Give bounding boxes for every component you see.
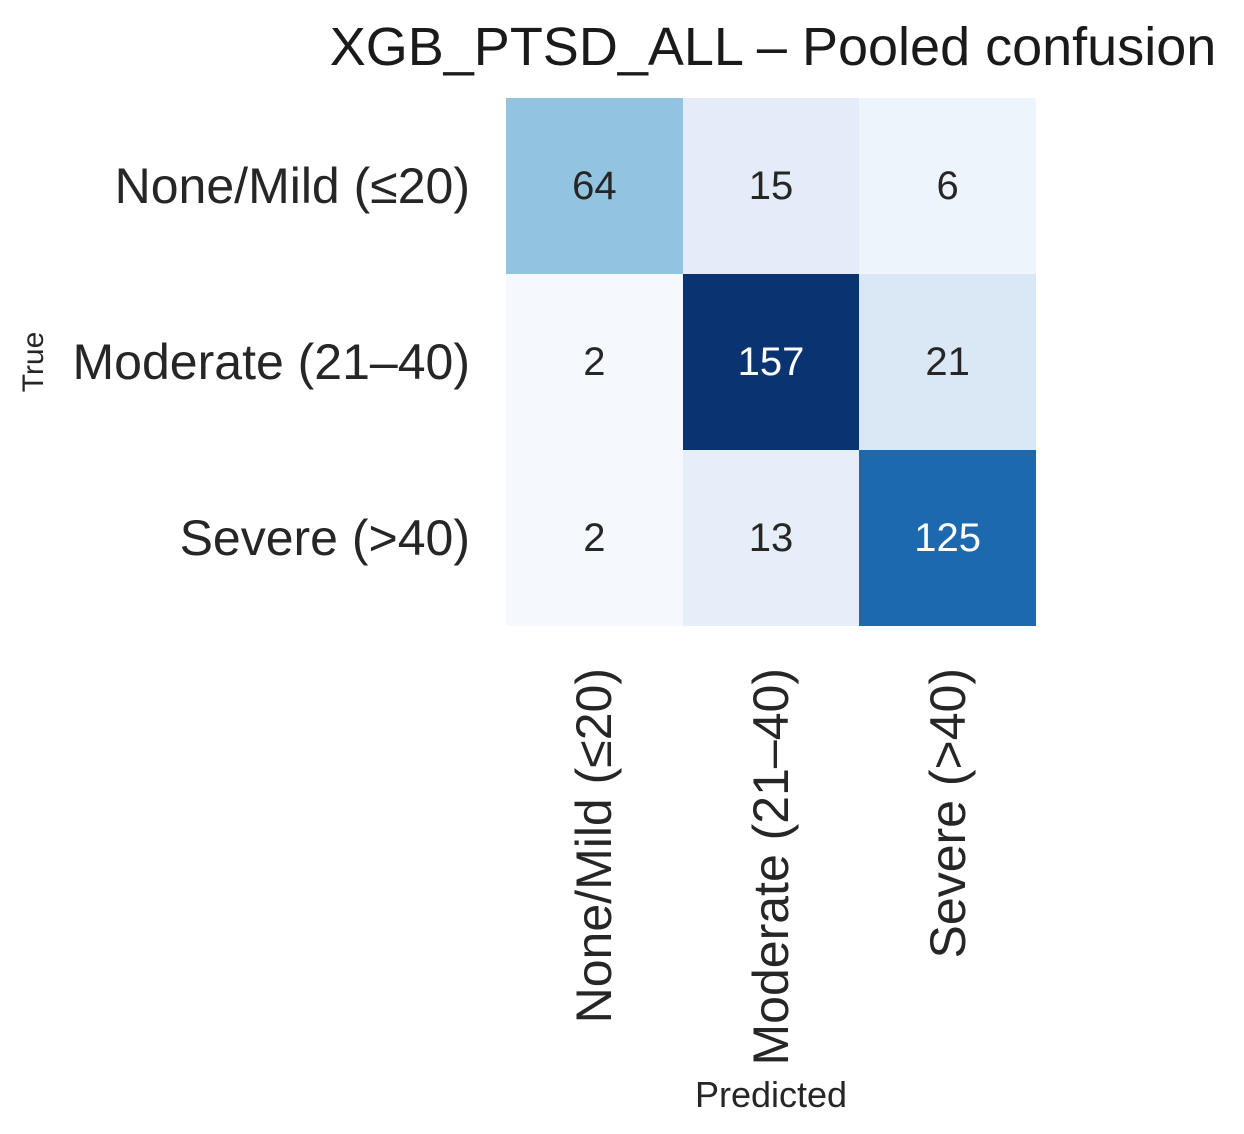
matrix-cell-r1c2: 21 (859, 274, 1036, 450)
y-tick-label-severe: Severe (>40) (179, 510, 470, 566)
matrix-cell-r1c1: 157 (682, 274, 860, 450)
matrix-cell-r0c2: 6 (859, 98, 1036, 274)
matrix-cell-r2c1: 13 (682, 450, 860, 626)
x-tick-label-none-mild: None/Mild (≤20) (566, 668, 622, 1024)
matrix-cell-r0c1: 15 (682, 98, 860, 274)
matrix-cell-r1c0: 2 (506, 274, 683, 450)
chart-title: XGB_PTSD_ALL – Pooled confusion (329, 17, 1217, 77)
x-tick-label-severe: Severe (>40) (920, 668, 976, 959)
y-tick-label-none-mild: None/Mild (≤20) (114, 158, 470, 214)
y-tick-label-moderate: Moderate (21–40) (72, 334, 470, 390)
matrix-cell-r2c2: 125 (859, 450, 1036, 626)
x-axis-label: Predicted (694, 1074, 848, 1115)
matrix-cell-r2c0: 2 (506, 450, 683, 626)
x-tick-label-moderate: Moderate (21–40) (743, 668, 799, 1066)
matrix-cell-r0c0: 64 (506, 98, 683, 274)
heatmap-grid: 64 15 6 2 157 21 2 13 125 (506, 98, 1036, 626)
